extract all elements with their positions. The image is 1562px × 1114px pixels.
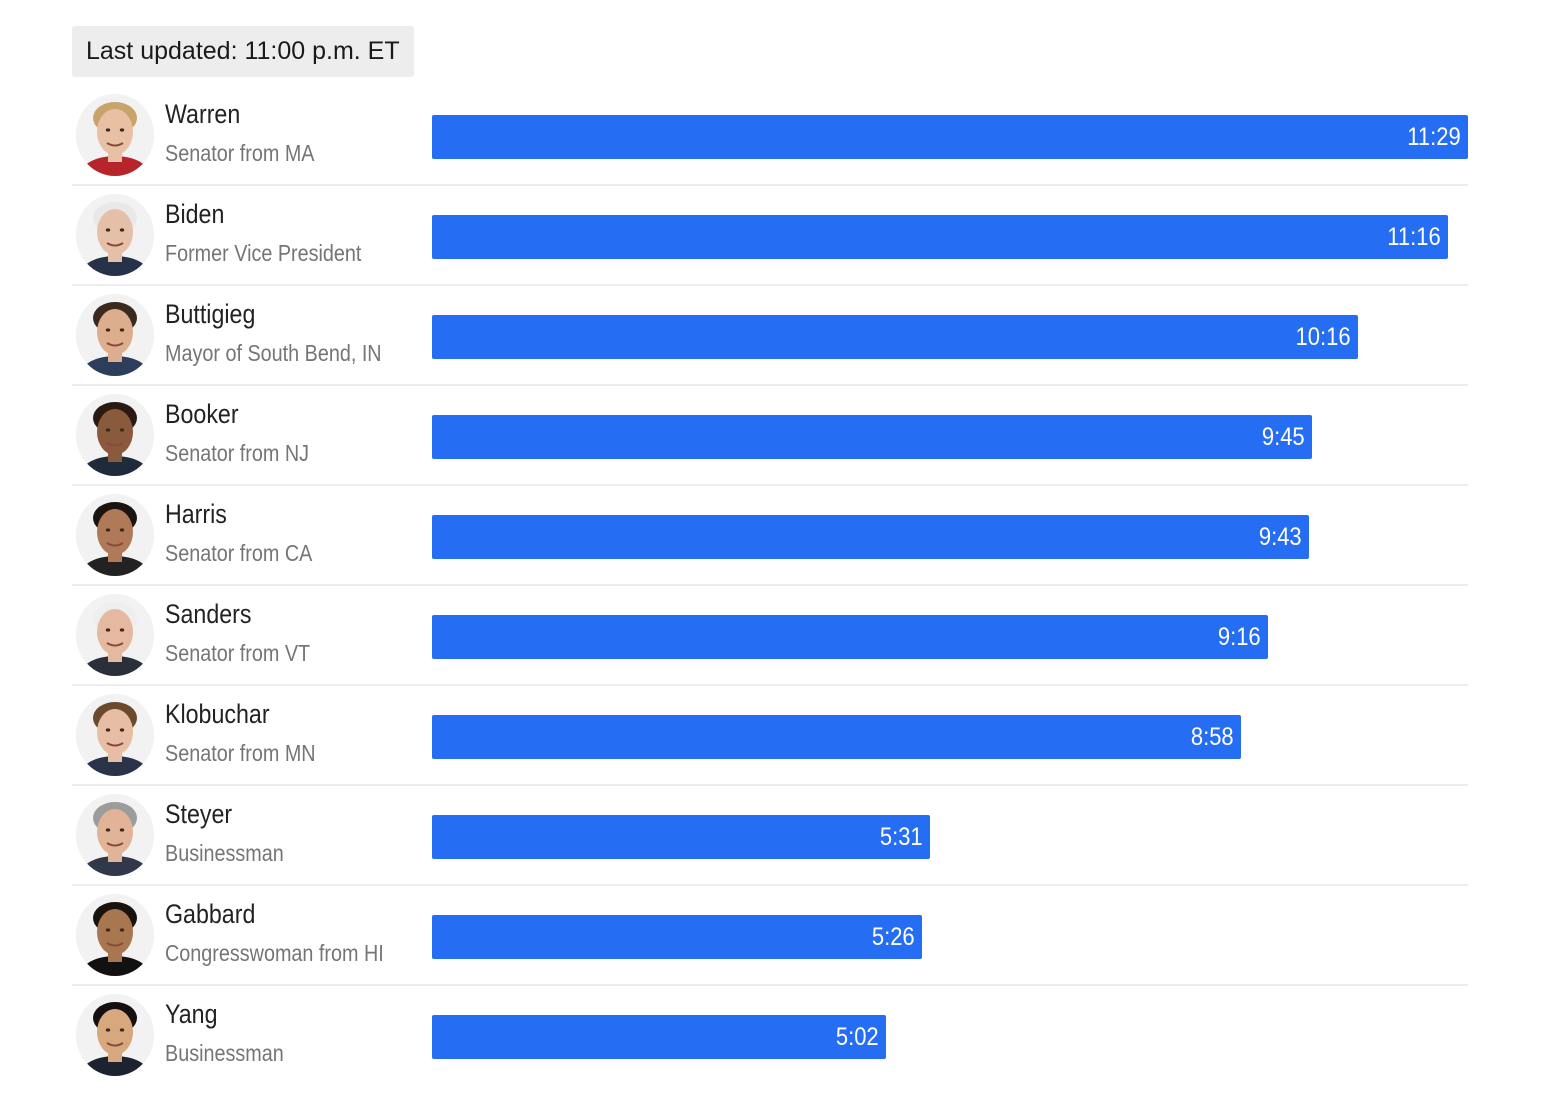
speaking-time-label: 9:45 — [1262, 423, 1305, 451]
speaking-time-bar: 10:16 — [432, 315, 1358, 359]
speaking-time-bar: 5:26 — [432, 915, 922, 959]
candidate-avatar — [76, 294, 154, 376]
speaking-time-label: 11:16 — [1387, 223, 1441, 251]
candidate-name: Steyer — [165, 799, 233, 829]
candidate-avatar — [76, 994, 154, 1076]
speaking-time-chart: Warren Senator from MA 11:29 Biden Former Vi… — [72, 86, 1468, 1086]
speaking-time-bar: 9:45 — [432, 415, 1312, 459]
last-updated-badge: Last updated: 11:00 p.m. ET — [72, 26, 414, 77]
candidate-name: Booker — [165, 399, 239, 429]
speaking-time-bar: 5:02 — [432, 1015, 886, 1059]
speaking-time-bar: 9:43 — [432, 515, 1309, 559]
candidate-name: Buttigieg — [165, 299, 256, 329]
speaking-time-label: 8:58 — [1191, 723, 1234, 751]
candidate-row: Harris Senator from CA 9:43 — [72, 486, 1468, 586]
speaking-time-bar: 8:58 — [432, 715, 1241, 759]
candidate-name: Harris — [165, 499, 227, 529]
speaking-time-bar: 9:16 — [432, 615, 1268, 659]
speaking-time-label: 9:43 — [1259, 523, 1302, 551]
candidate-title: Senator from MA — [165, 140, 315, 166]
speaking-time-label: 11:29 — [1407, 123, 1461, 151]
candidate-title: Businessman — [165, 1040, 284, 1066]
candidate-avatar — [76, 394, 154, 476]
candidate-title: Senator from VT — [165, 640, 311, 666]
candidate-avatar — [76, 94, 154, 176]
candidate-row: Steyer Businessman 5:31 — [72, 786, 1468, 886]
candidate-avatar — [76, 194, 154, 276]
speaking-time-label: 5:31 — [880, 823, 923, 851]
candidate-title: Mayor of South Bend, IN — [165, 340, 382, 366]
candidate-name: Sanders — [165, 599, 252, 629]
candidate-title: Senator from NJ — [165, 440, 310, 466]
candidate-title: Senator from MN — [165, 740, 316, 766]
candidate-row: Gabbard Congresswoman from HI 5:26 — [72, 886, 1468, 986]
candidate-avatar — [76, 694, 154, 776]
speaking-time-bar: 11:29 — [432, 115, 1468, 159]
candidate-row: Booker Senator from NJ 9:45 — [72, 386, 1468, 486]
candidate-row: Buttigieg Mayor of South Bend, IN 10:16 — [72, 286, 1468, 386]
speaking-time-label: 10:16 — [1295, 323, 1351, 351]
speaking-time-label: 5:02 — [836, 1023, 879, 1051]
speaking-time-label: 9:16 — [1218, 623, 1261, 651]
candidate-row: Biden Former Vice President 11:16 — [72, 186, 1468, 286]
candidate-name: Warren — [165, 99, 241, 129]
candidate-name: Biden — [165, 199, 225, 229]
speaking-time-bar: 5:31 — [432, 815, 930, 859]
candidate-avatar — [76, 794, 154, 876]
candidate-name: Klobuchar — [165, 699, 270, 729]
candidate-title: Senator from CA — [165, 540, 313, 566]
candidate-title: Congresswoman from HI — [165, 940, 384, 966]
candidate-avatar — [76, 494, 154, 576]
candidate-avatar — [76, 594, 154, 676]
candidate-row: Yang Businessman 5:02 — [72, 986, 1468, 1086]
candidate-row: Sanders Senator from VT 9:16 — [72, 586, 1468, 686]
candidate-avatar — [76, 894, 154, 976]
speaking-time-bar: 11:16 — [432, 215, 1448, 259]
candidate-title: Businessman — [165, 840, 284, 866]
speaking-time-label: 5:26 — [872, 923, 915, 951]
candidate-name: Gabbard — [165, 899, 256, 929]
candidate-name: Yang — [165, 999, 218, 1029]
candidate-row: Warren Senator from MA 11:29 — [72, 86, 1468, 186]
candidate-title: Former Vice President — [165, 240, 362, 266]
candidate-row: Klobuchar Senator from MN 8:58 — [72, 686, 1468, 786]
